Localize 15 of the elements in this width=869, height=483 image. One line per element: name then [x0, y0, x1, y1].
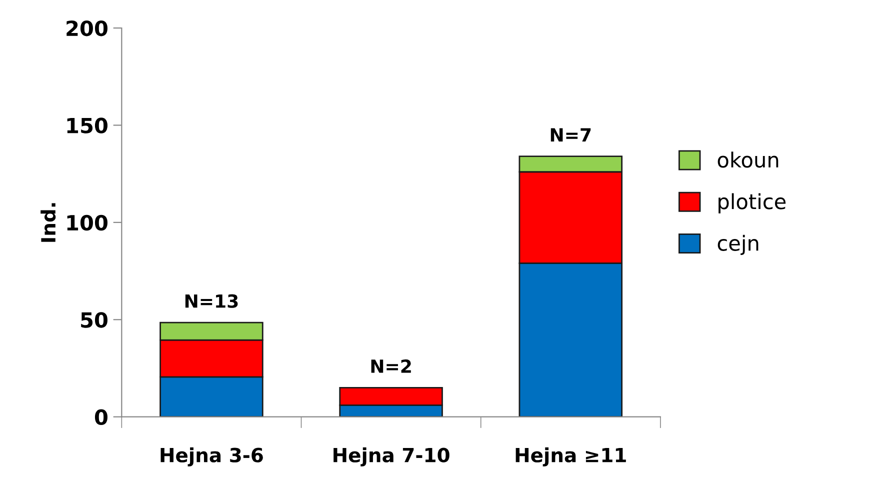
x-tick-label: Hejna ≥11	[516, 447, 626, 466]
legend-label: cejn	[718, 234, 758, 255]
y-tick-label: 50	[81, 312, 108, 328]
x-tick-label: Hejna 3-6	[160, 447, 263, 466]
y-tick-label: 200	[66, 20, 108, 36]
x-tick-label: Hejna 7-10	[334, 447, 450, 466]
y-axis-title: Ind.	[40, 203, 56, 242]
y-tick-label: 150	[67, 118, 108, 134]
annotation: N=2	[371, 359, 411, 373]
annotation: N=13	[185, 294, 238, 308]
legend-label: plotice	[718, 193, 786, 214]
y-tick-label: 100	[67, 214, 108, 231]
legend-label: okoun	[718, 152, 778, 168]
annotation: N=7	[550, 128, 591, 142]
y-tick-label: 0	[94, 409, 108, 426]
